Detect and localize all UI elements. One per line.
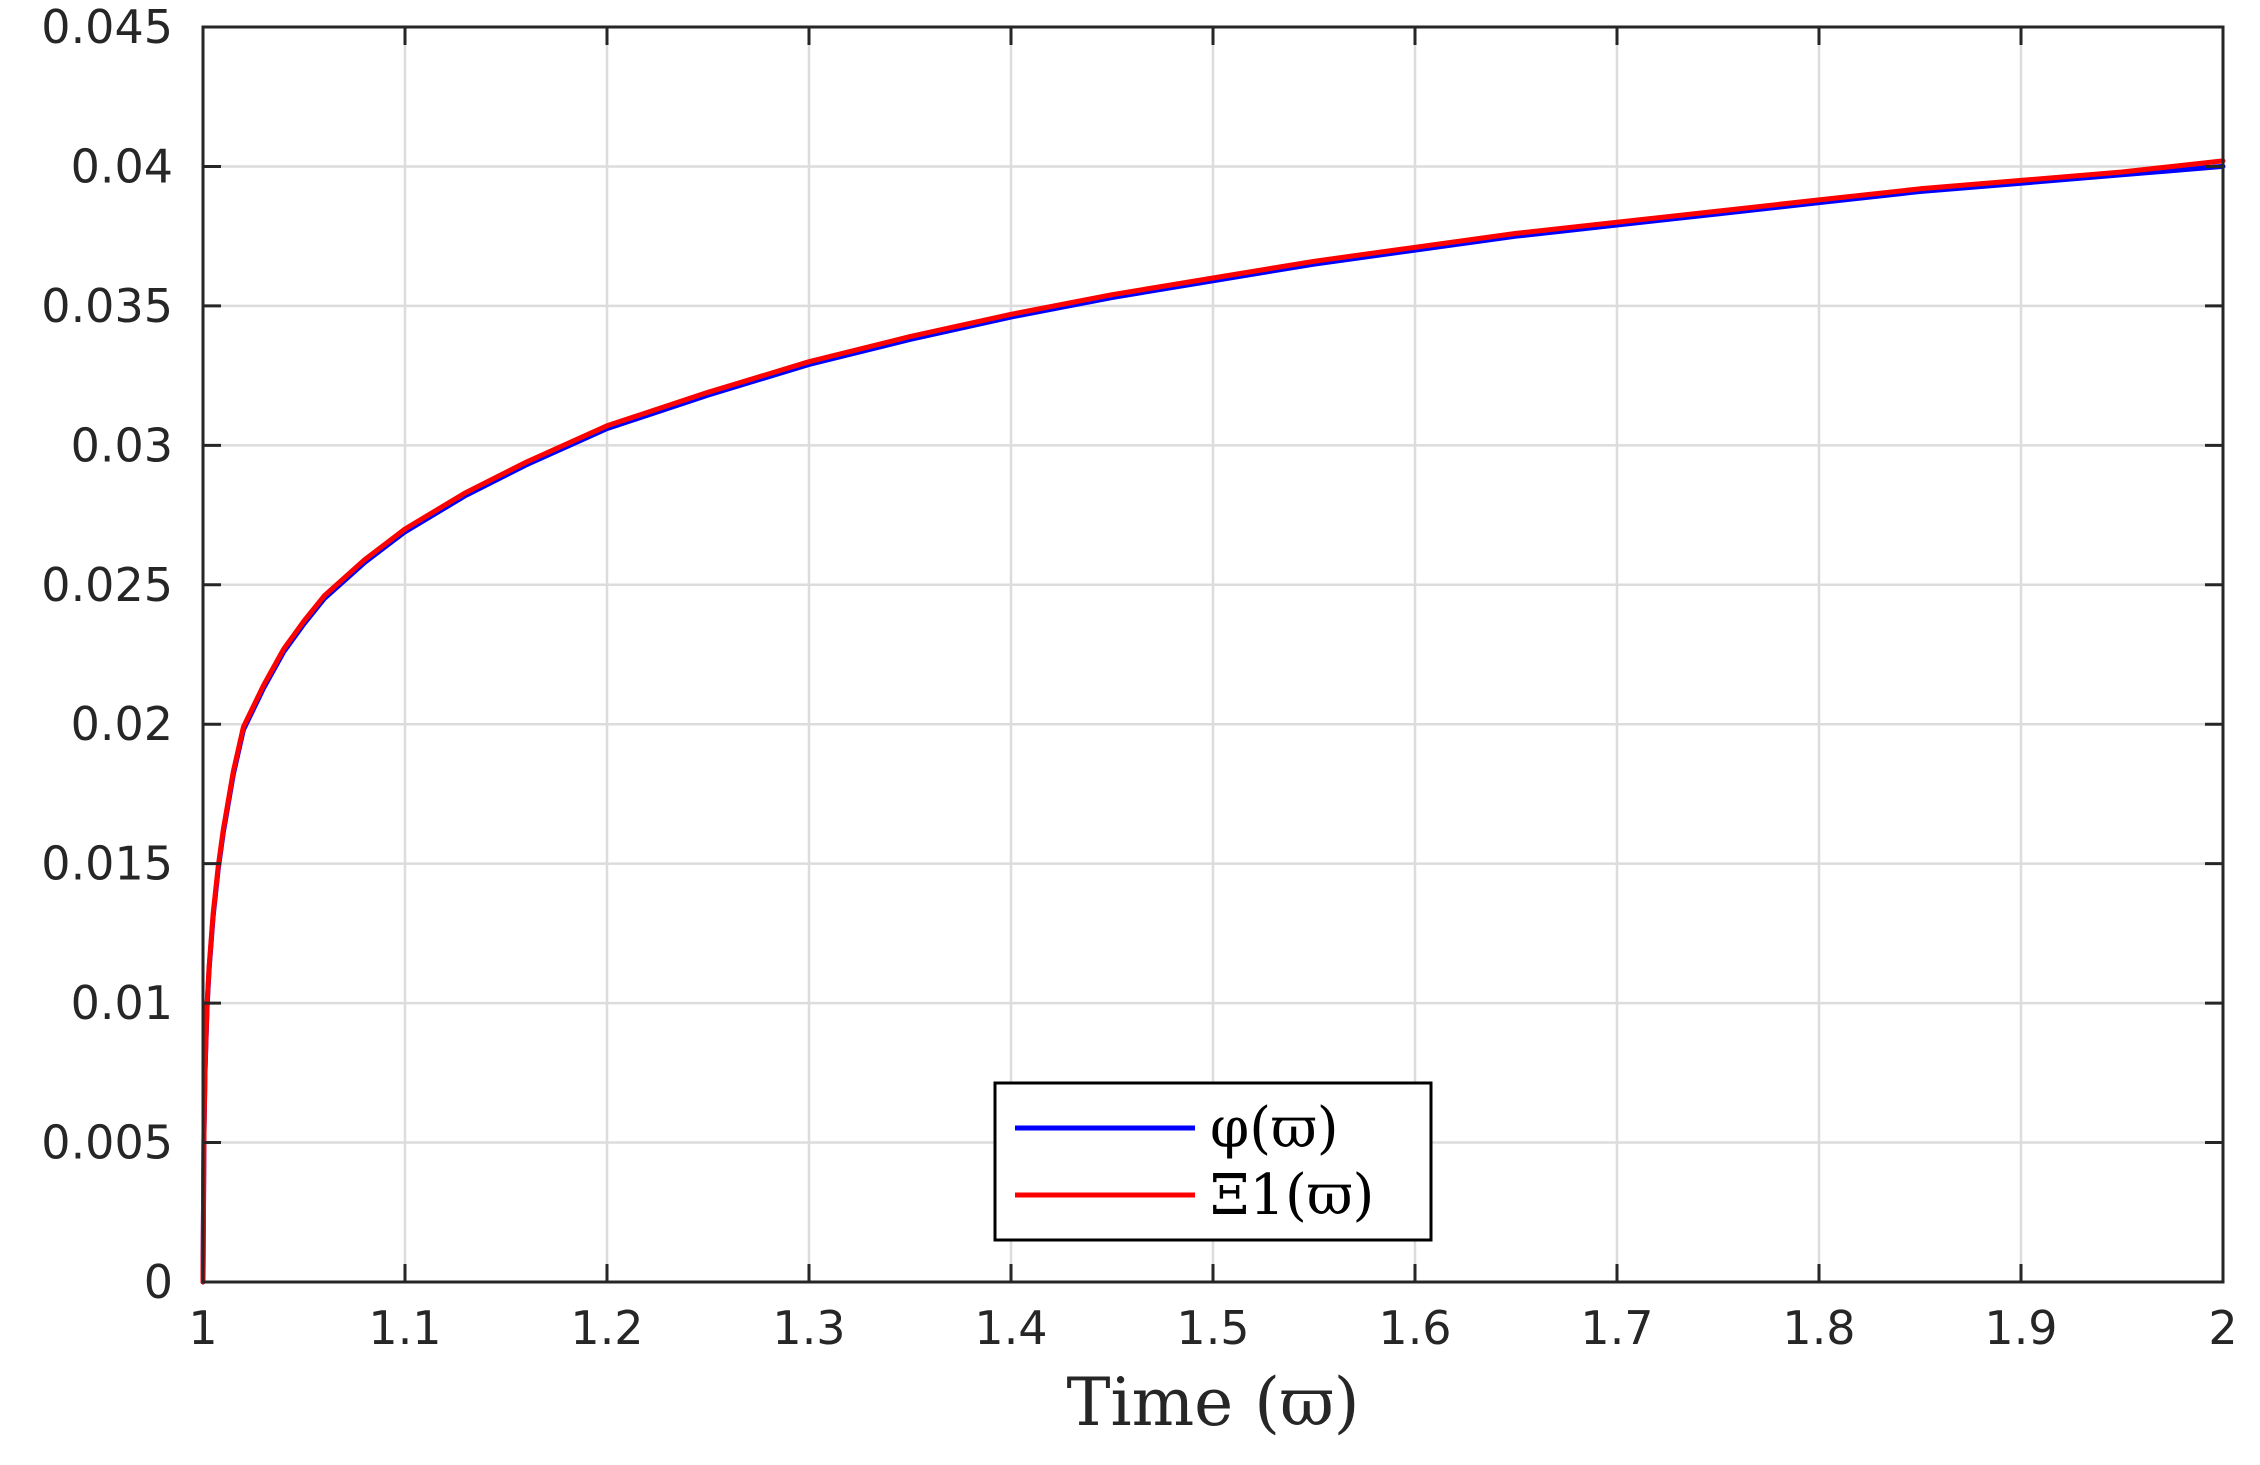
y-tick-labels: 0 0.005 0.01 0.015 0.02 0.025 0.03 0.035 0.04 0.0… xyxy=(41,0,173,1309)
y-tick-label: 0.01 xyxy=(71,976,173,1030)
legend-box xyxy=(993,1081,1433,1242)
legend-label-phi: φ(ϖ) xyxy=(1210,1096,1339,1161)
x-tick-label: 1.8 xyxy=(1782,1301,1855,1355)
series-lines xyxy=(200,158,2226,1285)
x-tick-label: 1.3 xyxy=(772,1301,845,1355)
y-tick-label: 0.015 xyxy=(41,837,173,891)
y-tick-label: 0 xyxy=(144,1255,173,1309)
x-tick-label: 1 xyxy=(188,1301,217,1355)
y-tick-label: 0.035 xyxy=(41,279,173,333)
legend: φ(ϖ) Ξ1(ϖ) xyxy=(993,1081,1433,1242)
x-tick-label: 2 xyxy=(2208,1301,2237,1355)
legend-label-xi1: Ξ1(ϖ) xyxy=(1210,1163,1374,1228)
x-tick-label: 1.4 xyxy=(974,1301,1047,1355)
x-tick-labels: 1 1.1 1.2 1.3 1.4 1.5 1.6 1.7 1.8 1.9 2 xyxy=(188,1301,2237,1355)
x-axis-label: Time (ϖ) xyxy=(1066,1364,1359,1441)
x-tick-label: 1.5 xyxy=(1176,1301,1249,1355)
x-tick-label: 1.6 xyxy=(1378,1301,1451,1355)
grid-lines xyxy=(203,27,2223,1282)
x-tick-label: 1.2 xyxy=(570,1301,643,1355)
y-tick-label: 0.03 xyxy=(71,418,173,472)
y-tick-label: 0.005 xyxy=(41,1116,173,1170)
y-tick-label: 0.025 xyxy=(41,558,173,612)
axis-ticks xyxy=(201,25,2225,1284)
y-tick-label: 0.045 xyxy=(41,0,173,54)
y-tick-label: 0.04 xyxy=(71,139,173,193)
x-tick-label: 1.9 xyxy=(1984,1301,2057,1355)
series-line-1 xyxy=(200,158,2226,1285)
x-tick-label: 1.7 xyxy=(1580,1301,1653,1355)
x-tick-label: 1.1 xyxy=(368,1301,441,1355)
y-tick-label: 0.02 xyxy=(71,697,173,751)
